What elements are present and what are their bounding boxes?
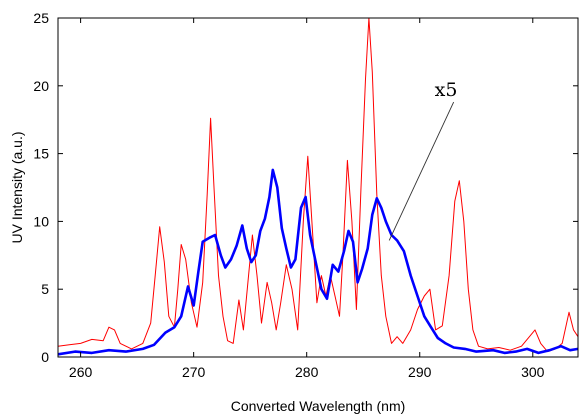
y-tick-label: 25: [33, 10, 49, 26]
annotation-arrow-line: [388, 101, 455, 241]
x-axis-label: Converted Wavelength (nm): [231, 398, 406, 414]
x-tick-label: 300: [521, 364, 545, 380]
x-tick-label: 280: [295, 364, 319, 380]
y-tick-label: 15: [33, 146, 49, 162]
ticks-layer: 260 270 280 290 300 0 5 10 15 20 25: [33, 10, 578, 380]
annotation-label: x5: [435, 79, 458, 101]
x-tick-label: 290: [408, 364, 432, 380]
y-tick-label: 20: [33, 78, 49, 94]
series-layer: [57, 17, 579, 356]
y-tick-label: 0: [41, 349, 49, 365]
y-axis-label: UV Intensity (a.u.): [9, 131, 25, 243]
annotation-layer: x5: [388, 79, 458, 241]
plot-frame: [57, 17, 579, 358]
y-tick-label: 5: [41, 281, 49, 297]
y-tick-label: 10: [33, 213, 49, 229]
series-line-2: [57, 168, 579, 356]
x-tick-label: 260: [69, 364, 93, 380]
x-tick-label: 270: [182, 364, 206, 380]
